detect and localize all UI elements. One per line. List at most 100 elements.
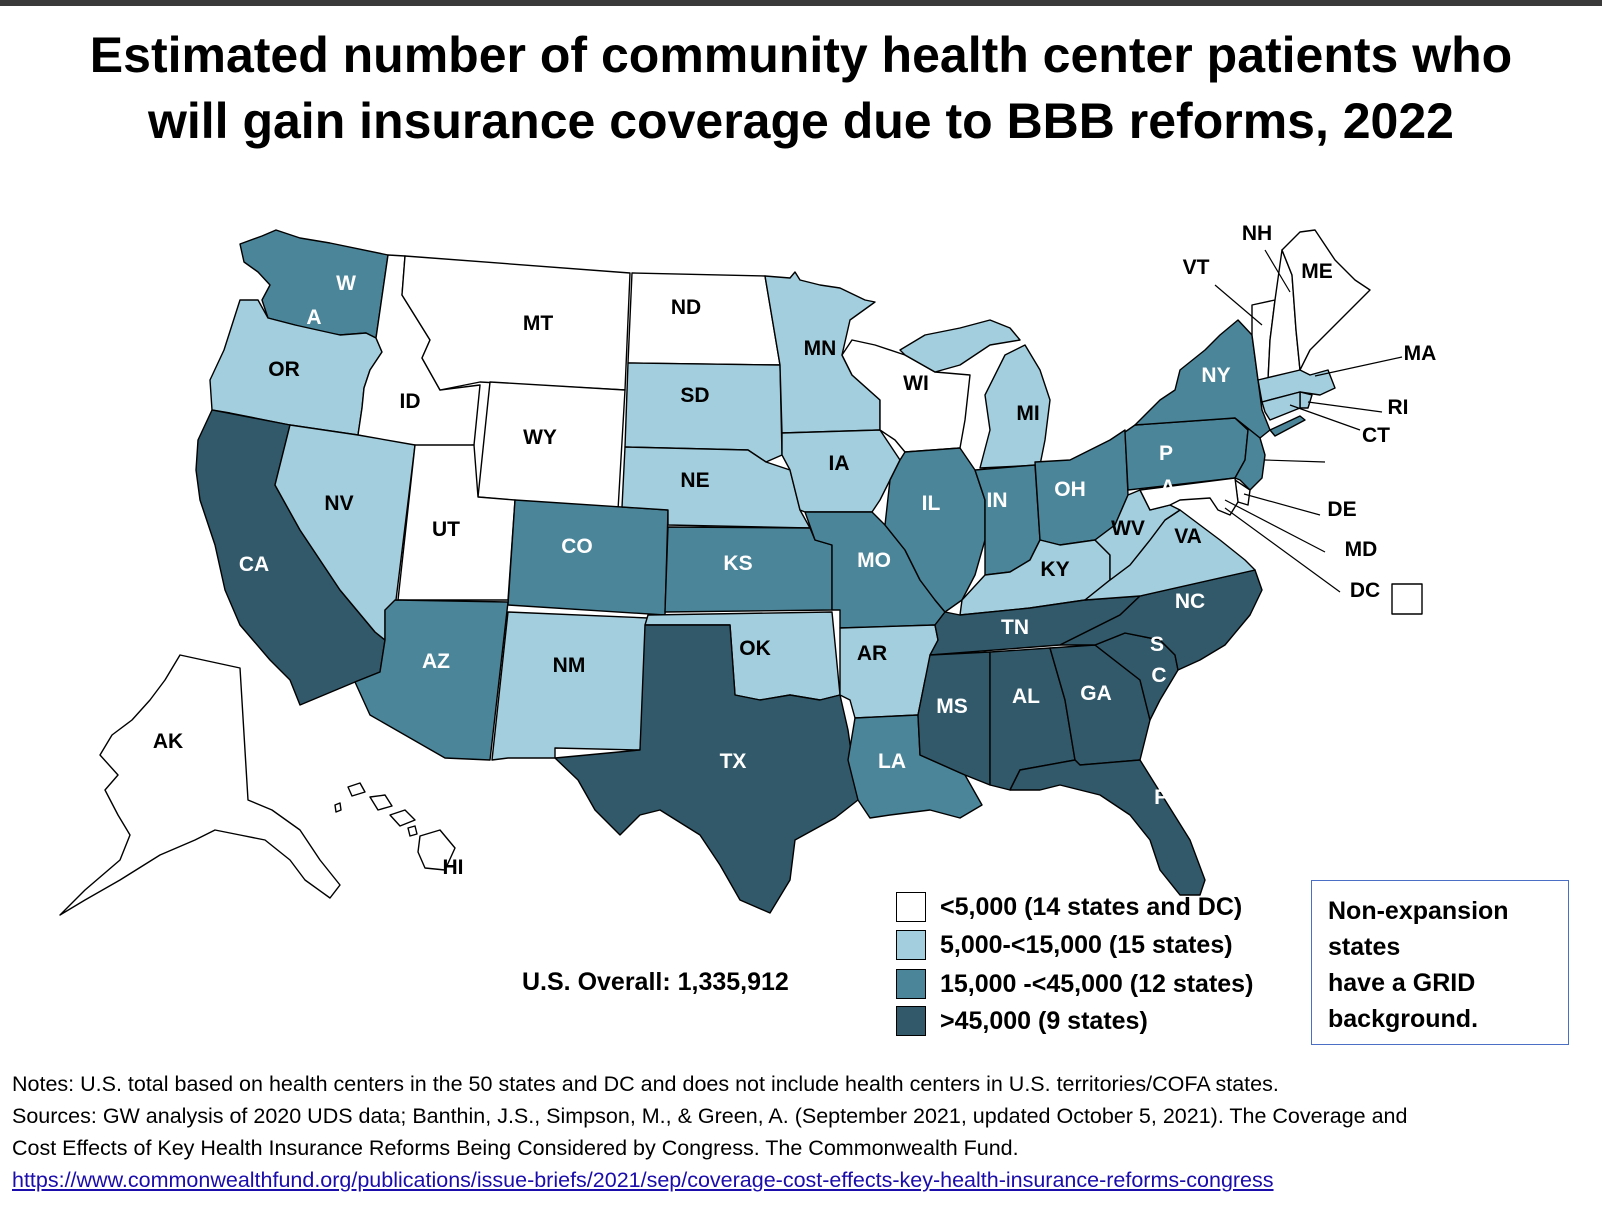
state-label-ct: CT <box>1362 424 1390 447</box>
state-mt <box>401 255 631 391</box>
state-label-wv: WV <box>1111 517 1145 540</box>
leader-nj <box>1264 459 1326 463</box>
chart-title-line-2: will gain insurance coverage due to BBB … <box>148 93 1454 149</box>
state-label-wa-1: W <box>336 272 356 295</box>
state-ne <box>621 446 811 529</box>
state-label-ma: MA <box>1404 342 1437 365</box>
legend-swatch-15k-45k <box>896 969 926 999</box>
source-link[interactable]: https://www.commonwealthfund.org/publica… <box>12 1168 1274 1192</box>
state-label-pa-1: P <box>1159 442 1173 465</box>
state-label-nc: NC <box>1175 590 1205 613</box>
state-nc <box>1059 569 1263 671</box>
state-label-wa-2: A <box>306 306 321 329</box>
state-label-de: DE <box>1327 498 1356 521</box>
legend-label-lt5k: <5,000 (14 states and DC) <box>940 893 1243 921</box>
legend-swatch-5k-15k <box>896 930 926 960</box>
state-fl <box>1009 759 1206 896</box>
state-label-ky: KY <box>1040 558 1069 581</box>
state-label-mo: MO <box>857 549 891 572</box>
state-label-me: ME <box>1301 260 1333 283</box>
state-label-ga: GA <box>1080 682 1112 705</box>
state-label-ia: IA <box>829 452 850 475</box>
state-label-tx: TX <box>720 750 747 773</box>
state-hi-6 <box>334 802 342 813</box>
notes-line: Notes: U.S. total based on health center… <box>12 1072 1279 1096</box>
legend-label-5k-15k: 5,000-<15,000 (15 states) <box>940 931 1233 959</box>
state-label-nm: NM <box>553 654 586 677</box>
state-label-va: VA <box>1174 525 1202 548</box>
state-label-ca: CA <box>239 553 269 576</box>
non-expansion-line-1: Non-expansion <box>1328 897 1509 925</box>
legend-swatch-gt45k <box>896 1006 926 1036</box>
state-label-or: OR <box>268 358 300 381</box>
state-label-ak: AK <box>153 730 183 753</box>
state-nj <box>1234 417 1266 491</box>
state-label-id: ID <box>400 390 421 413</box>
sources-line-1: Sources: GW analysis of 2020 UDS data; B… <box>12 1104 1408 1128</box>
state-mi-up <box>899 319 1021 373</box>
state-hi-4 <box>407 825 418 837</box>
state-label-mi: MI <box>1016 402 1039 425</box>
leader-ct <box>1289 404 1361 431</box>
state-label-oh: OH <box>1054 478 1086 501</box>
state-label-ny: NY <box>1201 364 1230 387</box>
state-ri <box>1299 391 1313 409</box>
state-dc-box <box>1391 583 1423 615</box>
state-label-md: MD <box>1345 538 1378 561</box>
state-label-sc-2: C <box>1151 664 1166 687</box>
legend-label-gt45k: >45,000 (9 states) <box>940 1007 1148 1035</box>
leader-ma <box>1314 356 1403 377</box>
state-hi-5 <box>417 829 456 871</box>
leader-md <box>1224 499 1326 553</box>
state-label-mn: MN <box>804 337 837 360</box>
state-label-ms: MS <box>936 695 968 718</box>
state-hi-2 <box>369 794 393 811</box>
chart-title: Estimated number of community health cen… <box>0 22 1602 154</box>
state-ny <box>1134 319 1271 439</box>
notes-section: Notes: U.S. total based on health center… <box>12 1068 1592 1196</box>
non-expansion-line-3: have a GRID <box>1328 969 1476 997</box>
state-label-ne: NE <box>680 469 709 492</box>
state-nd <box>627 272 781 366</box>
state-label-sd: SD <box>680 384 709 407</box>
state-label-ar: AR <box>857 642 887 665</box>
state-mi <box>979 344 1051 469</box>
non-expansion-line-4: background. <box>1328 1005 1479 1033</box>
legend-swatch-lt5k <box>896 892 926 922</box>
state-label-ok: OK <box>739 637 771 660</box>
non-expansion-line-2: states <box>1328 933 1401 961</box>
state-label-vt: VT <box>1183 256 1210 279</box>
state-label-co: CO <box>561 535 593 558</box>
state-label-dc: DC <box>1350 579 1380 602</box>
state-label-nv: NV <box>324 492 353 515</box>
state-hi-3 <box>389 809 416 827</box>
state-label-il: IL <box>922 492 941 515</box>
chart-title-line-1: Estimated number of community health cen… <box>89 27 1513 83</box>
leader-nh <box>1264 249 1291 293</box>
state-label-al: AL <box>1012 685 1040 708</box>
state-label-az: AZ <box>422 650 450 673</box>
state-ak <box>59 654 341 916</box>
leader-de <box>1243 493 1321 516</box>
state-az <box>354 599 509 761</box>
state-ct <box>1261 391 1301 421</box>
non-expansion-note: Non-expansion states have a GRID backgro… <box>1311 880 1569 1045</box>
state-label-wy: WY <box>523 426 557 449</box>
leader-ri <box>1307 401 1383 413</box>
state-ia <box>781 429 901 513</box>
sources-line-2: Cost Effects of Key Health Insurance Ref… <box>12 1136 1019 1160</box>
state-label-la: LA <box>878 750 906 773</box>
state-label-pa-2: A <box>1160 476 1175 499</box>
state-label-fl: FL <box>1154 786 1180 809</box>
state-md <box>1139 477 1239 516</box>
us-overall-total: U.S. Overall: 1,335,912 <box>522 968 789 996</box>
state-tx <box>554 624 859 914</box>
state-label-ks: KS <box>723 552 752 575</box>
leader-dc <box>1224 507 1341 593</box>
leader-vt <box>1214 284 1263 326</box>
state-label-ut: UT <box>432 518 460 541</box>
top-border <box>0 0 1602 6</box>
state-wv <box>1094 489 1181 581</box>
legend-label-15k-45k: 15,000 -<45,000 (12 states) <box>940 970 1254 998</box>
